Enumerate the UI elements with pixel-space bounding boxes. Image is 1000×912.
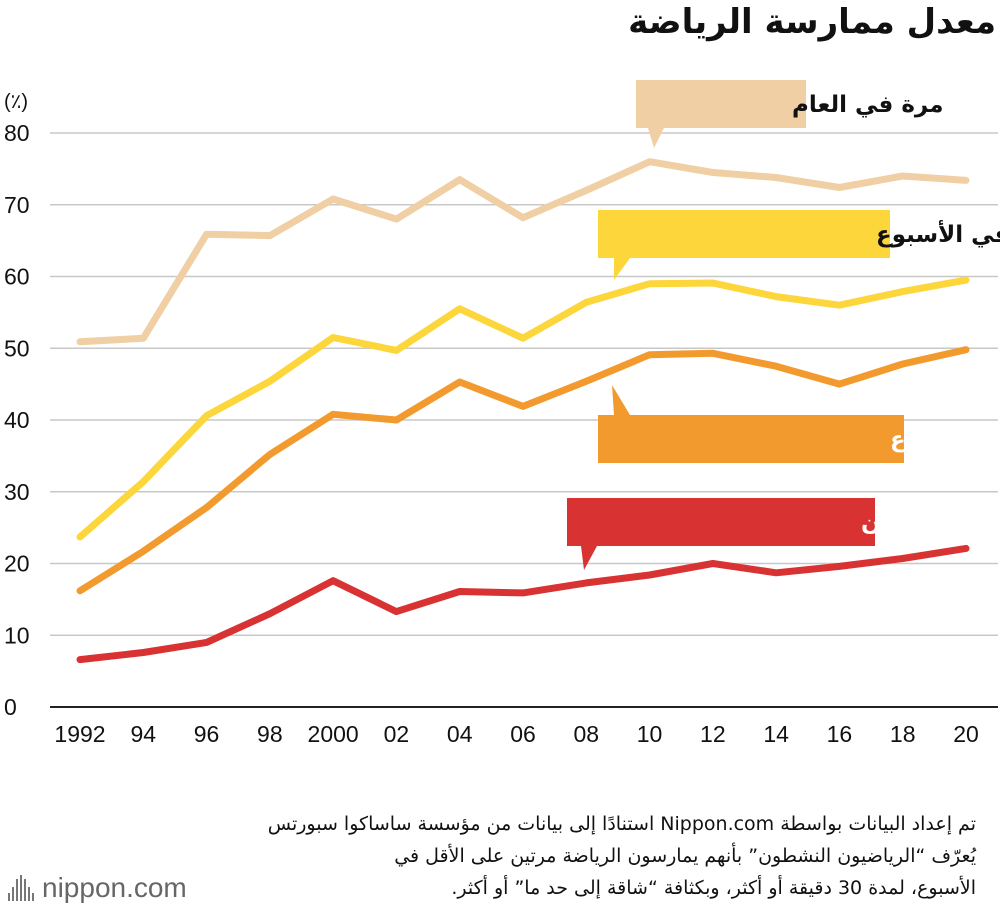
y-tick-label: 0	[4, 694, 17, 720]
x-tick-label: 16	[827, 721, 853, 747]
series-label-box	[598, 210, 890, 258]
series-label-box	[567, 498, 875, 546]
series-label-box	[598, 415, 904, 463]
x-tick-label: 14	[763, 721, 789, 747]
series-label-pointer	[581, 546, 597, 570]
y-axis-unit-label: (٪)	[4, 91, 28, 113]
x-tick-label: 06	[510, 721, 536, 747]
x-tick-label: 08	[573, 721, 599, 747]
y-tick-label: 10	[4, 622, 30, 648]
y-tick-label: 50	[4, 335, 30, 361]
x-tick-label: 20	[953, 721, 979, 747]
y-tick-label: 70	[4, 192, 30, 218]
bars-logo-icon	[8, 875, 34, 901]
series-label-pointer	[648, 128, 664, 148]
x-tick-label: 12	[700, 721, 726, 747]
x-tick-label: 18	[890, 721, 916, 747]
brand-logo: nippon.com	[8, 872, 187, 904]
series-line-3	[76, 346, 970, 595]
y-tick-label: 30	[4, 479, 30, 505]
x-tick-label: 1992	[54, 721, 105, 747]
series-line-4	[76, 544, 970, 664]
series-label: مرة في العام	[792, 92, 943, 118]
series-label: السكان الرياضيون النشطون	[861, 510, 1000, 536]
y-tick-label: 60	[4, 264, 30, 290]
y-tick-label: 20	[4, 551, 30, 577]
series-label: أكثر من مرتين في الأسبوع	[890, 423, 1000, 453]
x-tick-label: 98	[257, 721, 283, 747]
y-tick-label: 40	[4, 407, 30, 433]
chart-title: معدل ممارسة الرياضة	[628, 2, 996, 42]
x-tick-label: 2000	[308, 721, 359, 747]
footnote-definition-line-1: يُعرّف “الرياضيون النشطون” بأنهم يمارسون…	[394, 845, 976, 867]
x-tick-label: 04	[447, 721, 473, 747]
x-tick-label: 10	[637, 721, 663, 747]
footnote-source-line: تم إعداد البيانات بواسطة Nippon.com استن…	[267, 813, 976, 835]
series-label: أكثر من مرة في الأسبوع	[876, 218, 1000, 248]
series-label-pointer	[614, 258, 630, 280]
series-label-pointer	[612, 385, 630, 415]
x-tick-label: 94	[130, 721, 156, 747]
x-tick-label: 02	[384, 721, 410, 747]
series-line-1	[76, 158, 970, 346]
x-tick-label: 96	[194, 721, 220, 747]
brand-logo-text: nippon.com	[42, 872, 187, 903]
series-label-box	[636, 80, 806, 128]
y-tick-label: 80	[4, 120, 30, 146]
footnote-definition-line-2: الأسبوع، لمدة 30 دقيقة أو أكثر، وبكثافة …	[451, 877, 976, 899]
series-line-2	[76, 276, 970, 541]
footnote: تم إعداد البيانات بواسطة Nippon.com استن…	[236, 808, 976, 904]
